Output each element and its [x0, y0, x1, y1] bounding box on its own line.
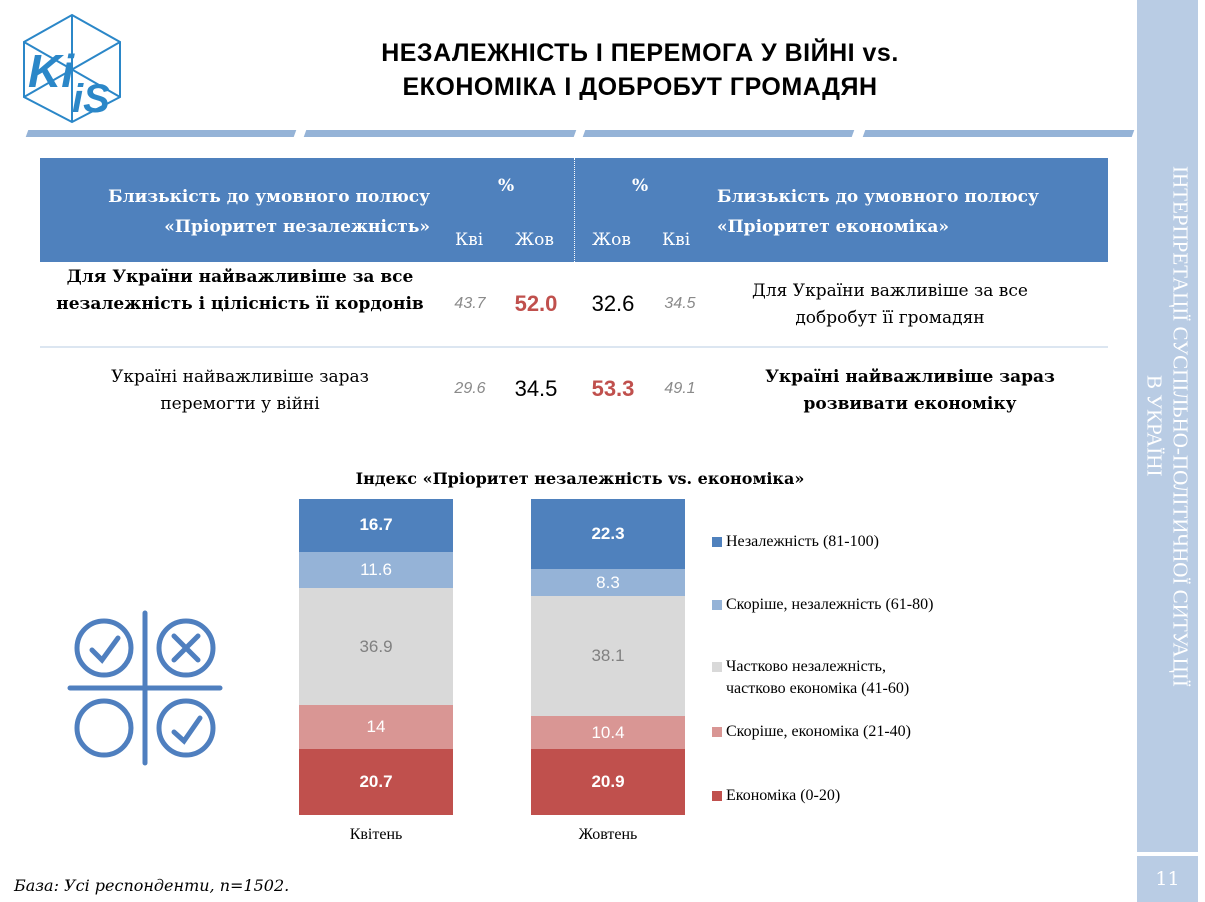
- header-divider: [303, 130, 577, 137]
- title-line-2: ЕКОНОМІКА І ДОБРОБУТ ГРОМАДЯН: [402, 73, 878, 101]
- row-separator: [40, 346, 1108, 348]
- bar-segment: 20.9: [531, 748, 685, 815]
- col-apr: Кві: [662, 230, 691, 250]
- header-divider: [582, 130, 855, 137]
- bar-segment: 20.7: [299, 749, 453, 815]
- bar-segment: 14: [299, 705, 453, 750]
- row1-right-apr: 34.5: [664, 295, 696, 312]
- percent-label: %: [498, 176, 515, 196]
- data-label: 38.1: [591, 645, 625, 665]
- bar-segment: 38.1: [531, 595, 685, 717]
- chart-title: Індекс «Пріоритет незалежність vs. еконо…: [355, 469, 805, 488]
- column-divider: [574, 158, 575, 262]
- bar-segment: 8.3: [531, 569, 685, 596]
- sidebar-title: ІНТЕРПРЕТАЦІЇ СУСПІЛЬНО-ПОЛІТИЧНОЇ СИТУА…: [1137, 0, 1198, 852]
- right-header-line-1: Близькість до умовного полюсу: [717, 187, 1039, 207]
- sidebar: [1137, 0, 1198, 852]
- legend-label: Скоріше, незалежність (61-80): [726, 596, 934, 613]
- left-header-line-2: «Пріоритет незалежність»: [164, 217, 430, 237]
- row2-left-statement: Україні найважливіше зараз перемогти у в…: [111, 367, 369, 414]
- data-label: 11.6: [360, 560, 392, 580]
- legend-item: Економіка (0-20): [712, 785, 840, 807]
- x-tick-label: Жовтень: [578, 826, 638, 843]
- bar-segment: 10.4: [531, 716, 685, 749]
- legend-label: Скоріше, економіка (21-40): [726, 723, 912, 740]
- row1-right-oct: 32.6: [591, 291, 635, 316]
- row2-left-apr: 29.6: [454, 380, 486, 397]
- legend-swatch: [712, 662, 722, 672]
- footer-base-note: База: Усі респонденти, n=1502.: [14, 876, 290, 895]
- svg-text:iS: iS: [72, 77, 110, 121]
- row1-left-apr: 43.7: [454, 295, 486, 312]
- title-line-1: НЕЗАЛЕЖНІСТЬ І ПЕРЕМОГА У ВІЙНІ vs.: [381, 39, 899, 67]
- legend-label: Незалежність (81-100): [726, 533, 879, 550]
- data-label: 20.7: [359, 771, 393, 791]
- kiis-logo: Ki iS: [23, 13, 121, 124]
- legend-item: Скоріше, незалежність (61-80): [712, 594, 933, 616]
- percent-label: %: [632, 176, 649, 196]
- right-pole-header: Близькість до умовного полюсу «Пріоритет…: [717, 182, 1097, 242]
- sidebar-line-1: ІНТЕРПРЕТАЦІЇ СУСПІЛЬНО-ПОЛІТИЧНОЇ СИТУА…: [1168, 165, 1193, 687]
- legend-label: Частково незалежність, частково економік…: [726, 658, 910, 697]
- left-header-line-1: Близькість до умовного полюсу: [108, 187, 430, 207]
- data-label: 14: [366, 717, 386, 737]
- data-label: 36.9: [359, 636, 393, 656]
- bar-segment: 16.7: [299, 499, 453, 552]
- row1-left-oct: 52.0: [514, 291, 558, 316]
- legend-swatch: [712, 727, 722, 737]
- col-apr: Кві: [455, 230, 484, 250]
- legend-item: Незалежність (81-100): [712, 531, 879, 553]
- data-label: 20.9: [591, 771, 625, 791]
- row1-left-statement: Для України найважливіше за все незалежн…: [56, 267, 424, 314]
- right-header-line-2: «Пріоритет економіка»: [717, 217, 950, 237]
- data-label: 8.3: [596, 572, 620, 592]
- page-title: НЕЗАЛЕЖНІСТЬ І ПЕРЕМОГА У ВІЙНІ vs. ЕКОН…: [260, 36, 1020, 104]
- x-tick-label: Квітень: [349, 826, 403, 843]
- col-oct: Жов: [592, 230, 631, 250]
- table-header: Близькість до умовного полюсу «Пріоритет…: [40, 158, 1108, 262]
- col-oct: Жов: [515, 230, 554, 250]
- header-divider: [862, 130, 1135, 137]
- legend-label: Економіка (0-20): [726, 787, 841, 804]
- tic-tac-toe-checks-icon: [67, 610, 223, 766]
- data-label: 10.4: [591, 722, 625, 742]
- row2-right-apr: 49.1: [664, 380, 696, 397]
- bar-segment: 22.3: [531, 499, 685, 570]
- row2-right-statement: Україні найважливіше зараз розвивати еко…: [765, 367, 1055, 414]
- legend-swatch: [712, 537, 722, 547]
- data-label: 16.7: [359, 515, 393, 535]
- row2-right-oct: 53.3: [591, 376, 635, 401]
- page-number: 11: [1137, 856, 1198, 902]
- legend-item: Скоріше, економіка (21-40): [712, 721, 911, 743]
- svg-text:Ki: Ki: [28, 45, 75, 97]
- row2-left-oct: 34.5: [514, 376, 558, 401]
- legend-item: Частково незалежність, частково економік…: [712, 656, 909, 700]
- legend-swatch: [712, 600, 722, 610]
- row1-right-statement: Для України важливіше за все добробут її…: [752, 281, 1028, 328]
- bar-segment: 36.9: [299, 588, 453, 706]
- sidebar-line-2: В УКРАЇНІ: [1142, 375, 1167, 477]
- data-label: 22.3: [591, 524, 625, 544]
- bar-segment: 11.6: [299, 551, 453, 589]
- header-divider: [25, 130, 297, 137]
- legend-swatch: [712, 791, 722, 801]
- left-pole-header: Близькість до умовного полюсу «Пріоритет…: [40, 182, 430, 242]
